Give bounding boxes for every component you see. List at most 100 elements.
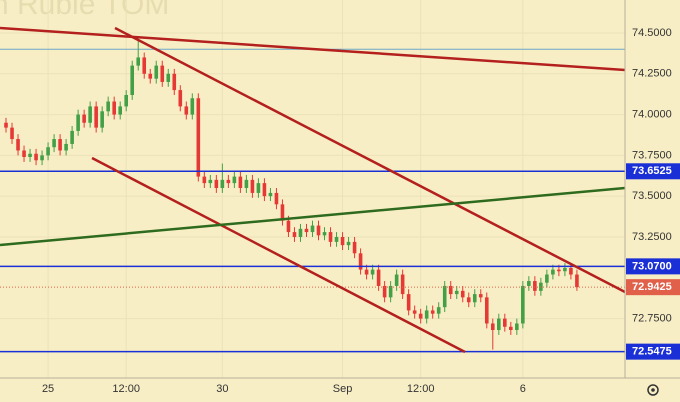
- candle-body: [100, 111, 104, 128]
- candle-body: [214, 179, 219, 189]
- candle-body: [484, 297, 489, 324]
- gear-hub[interactable]: [651, 388, 655, 392]
- candle-body: [515, 323, 519, 331]
- candle-body: [118, 106, 122, 115]
- candle-body: [22, 150, 26, 158]
- y-tick-label: 74.2500: [632, 68, 672, 80]
- candle-body: [533, 281, 537, 291]
- candle-body: [316, 225, 321, 236]
- candle-body: [112, 101, 116, 115]
- candle-body: [454, 290, 459, 295]
- candle-body: [34, 153, 38, 161]
- candle-body: [490, 323, 495, 331]
- candle-body: [130, 65, 135, 95]
- candle-body: [232, 176, 237, 184]
- x-tick-label: 12:00: [112, 383, 140, 395]
- candle-body: [328, 232, 333, 242]
- candle-body: [226, 179, 231, 184]
- candle-body: [154, 65, 159, 79]
- candle-body: [88, 106, 92, 123]
- candle-body: [466, 297, 471, 303]
- candle-body: [46, 147, 50, 156]
- candle-body: [292, 232, 297, 237]
- candle-body: [406, 294, 411, 311]
- candle-body: [286, 220, 291, 233]
- candle-body: [563, 267, 567, 272]
- candle-body: [503, 318, 507, 327]
- candle-body: [196, 98, 201, 177]
- y-tick-label: 73.2500: [632, 231, 672, 243]
- candle-body: [575, 274, 579, 288]
- price-label: 73.0700: [632, 260, 672, 272]
- candle-body: [394, 274, 399, 286]
- candle-body: [358, 253, 363, 270]
- candle-body: [430, 310, 435, 314]
- x-tick-label: Sep: [333, 383, 353, 395]
- candle-body: [70, 130, 74, 144]
- trend-line: [114, 26, 626, 294]
- candle-body: [250, 179, 255, 193]
- y-tick-label: 74.0000: [632, 108, 672, 120]
- gear[interactable]: [647, 384, 659, 396]
- candle-body: [460, 290, 465, 298]
- price-label: 72.5475: [632, 346, 672, 358]
- x-tick-label: 25: [42, 383, 54, 395]
- candle-body: [40, 155, 44, 161]
- candle-body: [322, 232, 327, 236]
- candle-body: [298, 228, 303, 237]
- candle-body: [352, 241, 357, 254]
- candle-body: [10, 127, 14, 140]
- trend-line: [91, 156, 466, 354]
- candle-body: [551, 269, 555, 275]
- candle-body: [160, 65, 165, 82]
- candle-body: [166, 73, 171, 82]
- candle-body: [244, 179, 249, 189]
- candle-body: [545, 274, 549, 283]
- candle-body: [190, 98, 195, 115]
- candle-body: [148, 73, 153, 79]
- candle-body: [124, 94, 129, 107]
- candle-body: [142, 57, 147, 74]
- y-tick-label: 74.5000: [632, 27, 672, 39]
- price-label-bg: [626, 343, 680, 360]
- candle-body: [472, 294, 477, 303]
- candle-body: [280, 204, 285, 221]
- candle-body: [424, 310, 429, 319]
- candle-body: [52, 139, 56, 148]
- candle-body: [370, 269, 375, 275]
- candle-body: [256, 183, 261, 193]
- candle-body: [334, 236, 339, 242]
- candle-body: [58, 139, 62, 151]
- price-label-bg: [626, 163, 680, 180]
- candle-body: [238, 176, 243, 189]
- candle-body: [16, 139, 20, 151]
- candle-body: [448, 285, 453, 295]
- candle-body: [310, 225, 315, 233]
- price-label-bg: [626, 258, 680, 275]
- x-tick-label: 12:00: [407, 383, 435, 395]
- candle-body: [28, 153, 32, 158]
- axes: 72.7500 73.2500 73.5000 73.7500 74.0000 74.25…: [42, 27, 680, 395]
- candle-body: [340, 236, 345, 246]
- x-tick-label: 30: [216, 383, 228, 395]
- price-label: 72.9425: [632, 281, 672, 293]
- candle-body: [436, 307, 441, 314]
- candle-body: [569, 267, 573, 275]
- candle-body: [220, 179, 225, 189]
- candle-body: [557, 269, 561, 272]
- candle-body: [496, 318, 501, 331]
- candle-body: [136, 57, 141, 66]
- candle-body: [364, 269, 369, 275]
- candle-body: [106, 101, 110, 112]
- settings-icon[interactable]: [647, 384, 659, 396]
- candle-body: [262, 183, 267, 197]
- price-label-bg: [626, 279, 680, 296]
- candle-body: [400, 274, 405, 295]
- candle-body: [208, 179, 213, 184]
- candle-body: [418, 313, 423, 319]
- candle-body: [268, 192, 273, 197]
- candle-body: [304, 228, 309, 233]
- candle-body: [76, 114, 80, 131]
- candle-body: [412, 310, 417, 314]
- y-tick-label: 72.7500: [632, 312, 672, 324]
